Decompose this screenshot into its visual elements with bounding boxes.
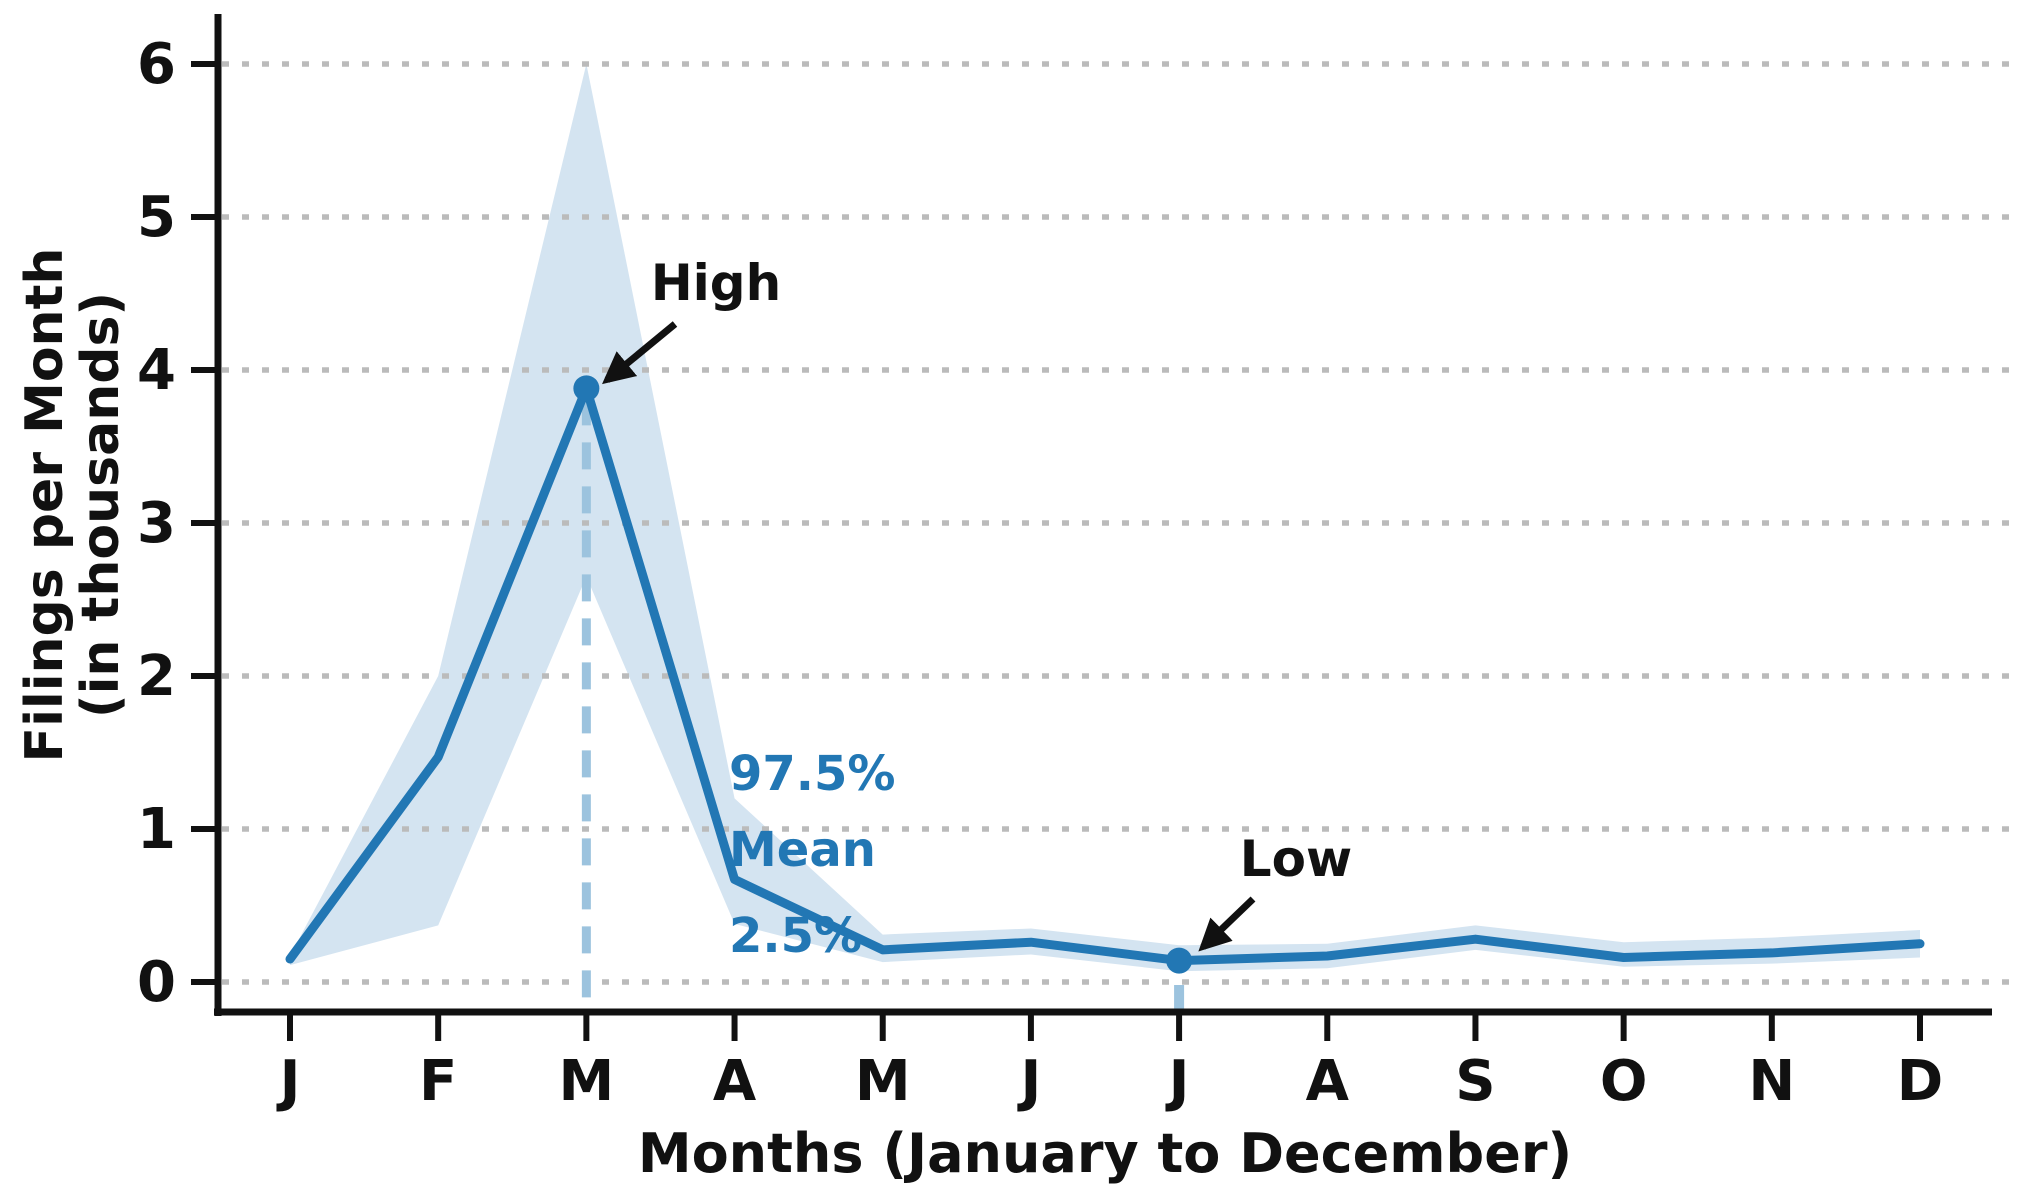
band-label-mean: Mean <box>729 822 876 878</box>
high-annotation-arrow <box>602 321 678 385</box>
y-tick-label-4: 4 <box>137 338 176 403</box>
band-label-lower: 2.5% <box>729 908 862 964</box>
x-tick-label-10: N <box>1748 1049 1795 1114</box>
x-tick-label-7: A <box>1306 1049 1350 1114</box>
x-tick-label-4: M <box>855 1049 911 1114</box>
x-tick-label-11: D <box>1897 1049 1943 1114</box>
x-tick-label-5: J <box>1016 1049 1041 1114</box>
y-tick-label-5: 5 <box>137 185 176 250</box>
y-tick-label-3: 3 <box>137 491 176 556</box>
x-tick-label-0: J <box>276 1049 301 1114</box>
band-label-upper: 97.5% <box>729 746 896 802</box>
x-tick-label-8: S <box>1455 1049 1495 1114</box>
mean-line <box>285 383 1925 966</box>
y-tick-label-1: 1 <box>137 797 176 862</box>
x-tick-label-3: A <box>713 1049 757 1114</box>
high-annotation-text: High <box>651 254 781 312</box>
y-axis-title-line1: Filings per Month <box>15 248 75 763</box>
x-tick-label-6: J <box>1165 1049 1190 1114</box>
x-tick-label-9: O <box>1600 1049 1648 1114</box>
y-tick-label-0: 0 <box>137 950 176 1015</box>
x-axis-title: Months (January to December) <box>638 1122 1572 1185</box>
low-annotation-arrow <box>1198 896 1256 952</box>
y-axis-title-line2: (in thousands) <box>71 292 131 718</box>
y-tick-label-2: 2 <box>137 644 176 709</box>
low-marker <box>1166 947 1193 974</box>
y-tick-label-6: 6 <box>137 32 176 97</box>
low-annotation-text: Low <box>1240 830 1352 888</box>
high-marker <box>573 375 600 402</box>
x-tick-label-1: F <box>419 1049 457 1114</box>
x-tick-label-2: M <box>558 1049 614 1114</box>
